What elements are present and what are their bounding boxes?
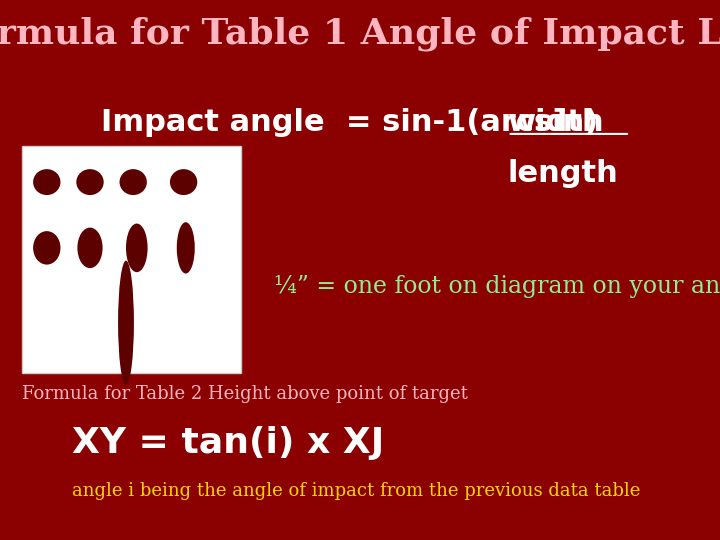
- Ellipse shape: [170, 169, 197, 195]
- Ellipse shape: [76, 169, 104, 195]
- Text: Impact angle  = sin-1(arcsin): Impact angle = sin-1(arcsin): [101, 108, 619, 137]
- Text: XY = tan(i) x XJ: XY = tan(i) x XJ: [72, 426, 384, 460]
- Ellipse shape: [33, 231, 60, 265]
- Ellipse shape: [118, 261, 134, 385]
- Text: Formula for Table 2 Height above point of target: Formula for Table 2 Height above point o…: [22, 385, 467, 403]
- Text: ¼” = one foot on diagram on your answer sheet: ¼” = one foot on diagram on your answer …: [274, 275, 720, 298]
- Text: angle i being the angle of impact from the previous data table: angle i being the angle of impact from t…: [72, 482, 640, 501]
- Ellipse shape: [126, 224, 148, 272]
- Ellipse shape: [33, 169, 60, 195]
- Bar: [22, 146, 241, 373]
- Ellipse shape: [177, 222, 194, 273]
- Text: length: length: [508, 159, 618, 188]
- Ellipse shape: [78, 227, 102, 268]
- Text: Formula for Table 1 Angle of Impact Lab: Formula for Table 1 Angle of Impact Lab: [0, 16, 720, 51]
- Ellipse shape: [120, 169, 147, 195]
- Text: width: width: [508, 108, 604, 137]
